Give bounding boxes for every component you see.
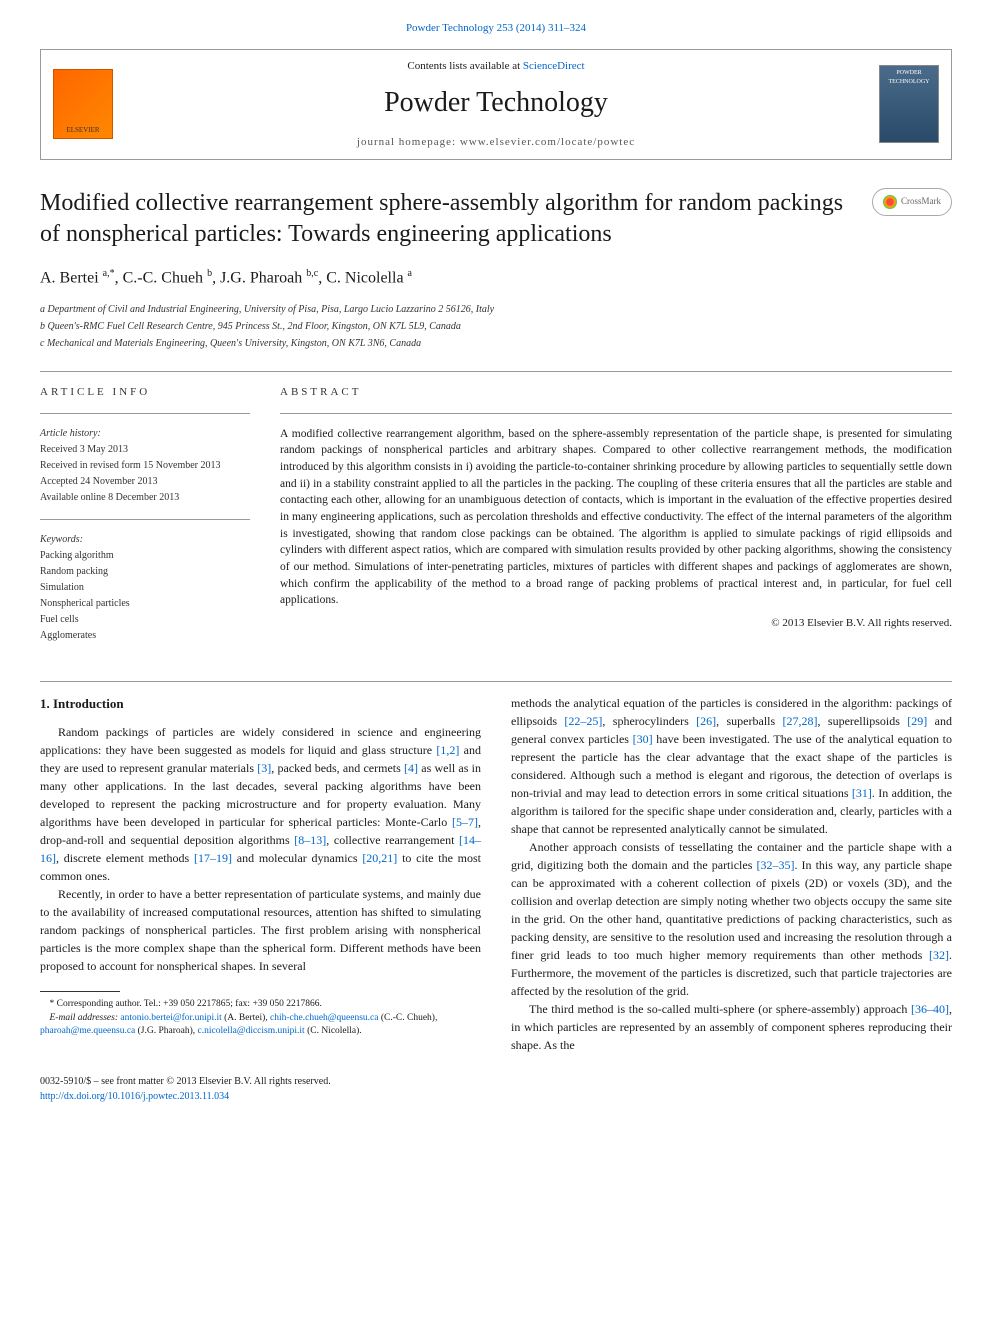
body-right-column: methods the analytical equation of the p…	[511, 694, 952, 1054]
corresponding-author: * Corresponding author. Tel.: +39 050 22…	[40, 998, 481, 1011]
citation-link[interactable]: [4]	[404, 761, 418, 775]
citation-link[interactable]: [5–7]	[452, 815, 478, 829]
citation-link[interactable]: [32–35]	[756, 858, 794, 872]
journal-name: Powder Technology	[113, 82, 879, 124]
history-label: Article history:	[40, 426, 250, 441]
abstract-text: A modified collective rearrangement algo…	[280, 426, 952, 609]
abstract-header: ABSTRACT	[280, 384, 952, 401]
citation-link[interactable]: [32]	[929, 948, 949, 962]
citation-link[interactable]: [30]	[633, 732, 653, 746]
article-info-column: ARTICLE INFO Article history: Received 3…	[40, 384, 250, 657]
keyword: Random packing	[40, 564, 250, 579]
citation-link[interactable]: [1,2]	[436, 743, 459, 757]
footer-copyright: 0032-5910/$ – see front matter © 2013 El…	[40, 1074, 331, 1089]
body-paragraph: Recently, in order to have a better repr…	[40, 885, 481, 975]
elsevier-logo: ELSEVIER	[53, 69, 113, 139]
body-left-column: 1. Introduction Random packings of parti…	[40, 694, 481, 1054]
article-title: Modified collective rearrangement sphere…	[40, 188, 872, 250]
authors-line: A. Bertei a,*, C.-C. Chueh b, J.G. Pharo…	[40, 266, 952, 290]
email-link[interactable]: antonio.bertei@for.unipi.it	[120, 1013, 221, 1023]
keyword: Nonspherical particles	[40, 596, 250, 611]
abstract-column: ABSTRACT A modified collective rearrange…	[280, 384, 952, 657]
abstract-copyright: © 2013 Elsevier B.V. All rights reserved…	[280, 615, 952, 632]
article-info-header: ARTICLE INFO	[40, 384, 250, 401]
journal-homepage: journal homepage: www.elsevier.com/locat…	[113, 134, 879, 151]
keyword: Agglomerates	[40, 628, 250, 643]
page-footer: 0032-5910/$ – see front matter © 2013 El…	[40, 1074, 952, 1104]
citation-link[interactable]: [31]	[852, 786, 872, 800]
crossmark-badge[interactable]: CrossMark	[872, 188, 952, 216]
body-paragraph: Another approach consists of tessellatin…	[511, 838, 952, 1000]
footnotes: * Corresponding author. Tel.: +39 050 22…	[40, 998, 481, 1038]
email-link[interactable]: chih-che.chueh@queensu.ca	[270, 1013, 378, 1023]
email-addresses: E-mail addresses: antonio.bertei@for.uni…	[40, 1012, 481, 1039]
citation-link[interactable]: [8–13]	[294, 833, 326, 847]
sciencedirect-link[interactable]: ScienceDirect	[523, 60, 585, 72]
journal-header-box: ELSEVIER Contents lists available at Sci…	[40, 49, 952, 160]
intro-heading: 1. Introduction	[40, 694, 481, 714]
body-paragraph: methods the analytical equation of the p…	[511, 694, 952, 838]
history-item: Received in revised form 15 November 201…	[40, 458, 250, 473]
citation-link[interactable]: [20,21]	[362, 851, 397, 865]
history-item: Accepted 24 November 2013	[40, 474, 250, 489]
body-paragraph: The third method is the so-called multi-…	[511, 1000, 952, 1054]
citation-link[interactable]: [17–19]	[194, 851, 232, 865]
citation-link[interactable]: [3]	[257, 761, 271, 775]
keyword: Fuel cells	[40, 612, 250, 627]
history-item: Received 3 May 2013	[40, 442, 250, 457]
volume-page-link[interactable]: Powder Technology 253 (2014) 311–324	[40, 20, 952, 37]
citation-link[interactable]: [29]	[907, 714, 927, 728]
keywords-label: Keywords:	[40, 532, 250, 547]
citation-link[interactable]: [26]	[696, 714, 716, 728]
email-link[interactable]: c.nicolella@diccism.unipi.it	[198, 1026, 305, 1036]
affiliations: a Department of Civil and Industrial Eng…	[40, 302, 952, 351]
keyword: Packing algorithm	[40, 548, 250, 563]
doi-link[interactable]: http://dx.doi.org/10.1016/j.powtec.2013.…	[40, 1091, 229, 1102]
citation-link[interactable]: [22–25]	[564, 714, 602, 728]
contents-line: Contents lists available at ScienceDirec…	[113, 58, 879, 75]
email-link[interactable]: pharoah@me.queensu.ca	[40, 1026, 135, 1036]
body-paragraph: Random packings of particles are widely …	[40, 723, 481, 885]
citation-link[interactable]: [36–40]	[911, 1002, 949, 1016]
keyword: Simulation	[40, 580, 250, 595]
journal-cover-thumb: POWDER TECHNOLOGY	[879, 65, 939, 143]
citation-link[interactable]: [27,28]	[783, 714, 818, 728]
history-item: Available online 8 December 2013	[40, 490, 250, 505]
